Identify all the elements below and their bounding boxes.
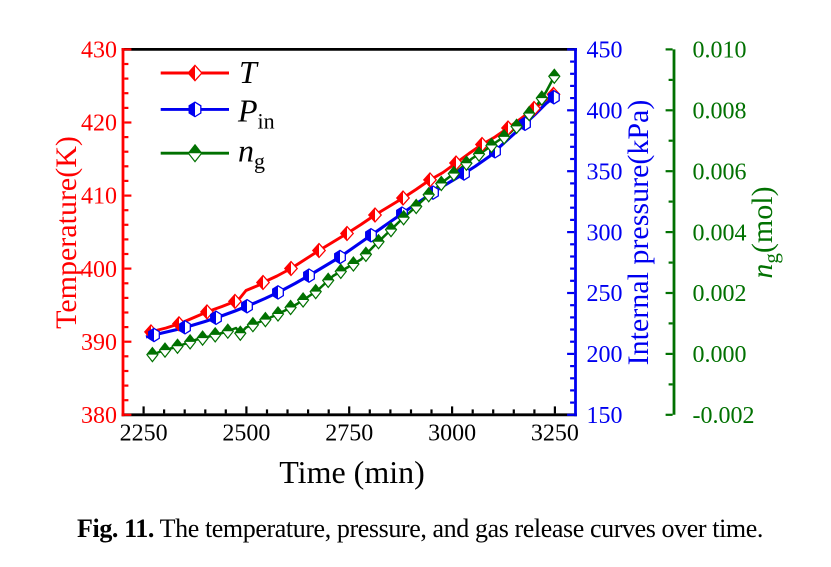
svg-text:-0.002: -0.002 (693, 403, 755, 429)
svg-text:200: 200 (587, 342, 623, 368)
svg-text:Internal pressure(kPa): Internal pressure(kPa) (622, 100, 655, 366)
svg-text:350: 350 (587, 159, 623, 185)
svg-text:3000: 3000 (428, 421, 476, 447)
svg-text:3250: 3250 (531, 421, 579, 447)
svg-text:0.002: 0.002 (693, 281, 747, 307)
svg-text:2500: 2500 (222, 421, 270, 447)
svg-text:450: 450 (587, 38, 623, 64)
svg-text:0.006: 0.006 (693, 159, 747, 185)
svg-text:400: 400 (587, 99, 623, 125)
svg-text:ng(mol): ng(mol) (746, 186, 783, 278)
svg-text:400: 400 (81, 257, 117, 283)
svg-text:420: 420 (81, 111, 117, 137)
svg-text:0.008: 0.008 (693, 99, 747, 125)
svg-text:410: 410 (81, 184, 117, 210)
svg-text:250: 250 (587, 281, 623, 307)
svg-text:150: 150 (587, 403, 623, 429)
svg-text:430: 430 (81, 38, 117, 64)
svg-text:2750: 2750 (325, 421, 373, 447)
svg-text:380: 380 (81, 403, 117, 429)
svg-text:T: T (239, 54, 259, 90)
svg-text:390: 390 (81, 330, 117, 356)
svg-text:Time (min): Time (min) (279, 454, 425, 490)
svg-text:Fig. 11. The temperature, pre: Fig. 11. The temperature, pressure, and … (77, 514, 763, 543)
svg-text:0.000: 0.000 (693, 342, 747, 368)
svg-text:2250: 2250 (120, 421, 168, 447)
svg-text:0.004: 0.004 (693, 220, 747, 246)
svg-text:300: 300 (587, 220, 623, 246)
svg-text:0.010: 0.010 (693, 38, 747, 64)
svg-text:Temperature(K): Temperature(K) (50, 136, 83, 329)
